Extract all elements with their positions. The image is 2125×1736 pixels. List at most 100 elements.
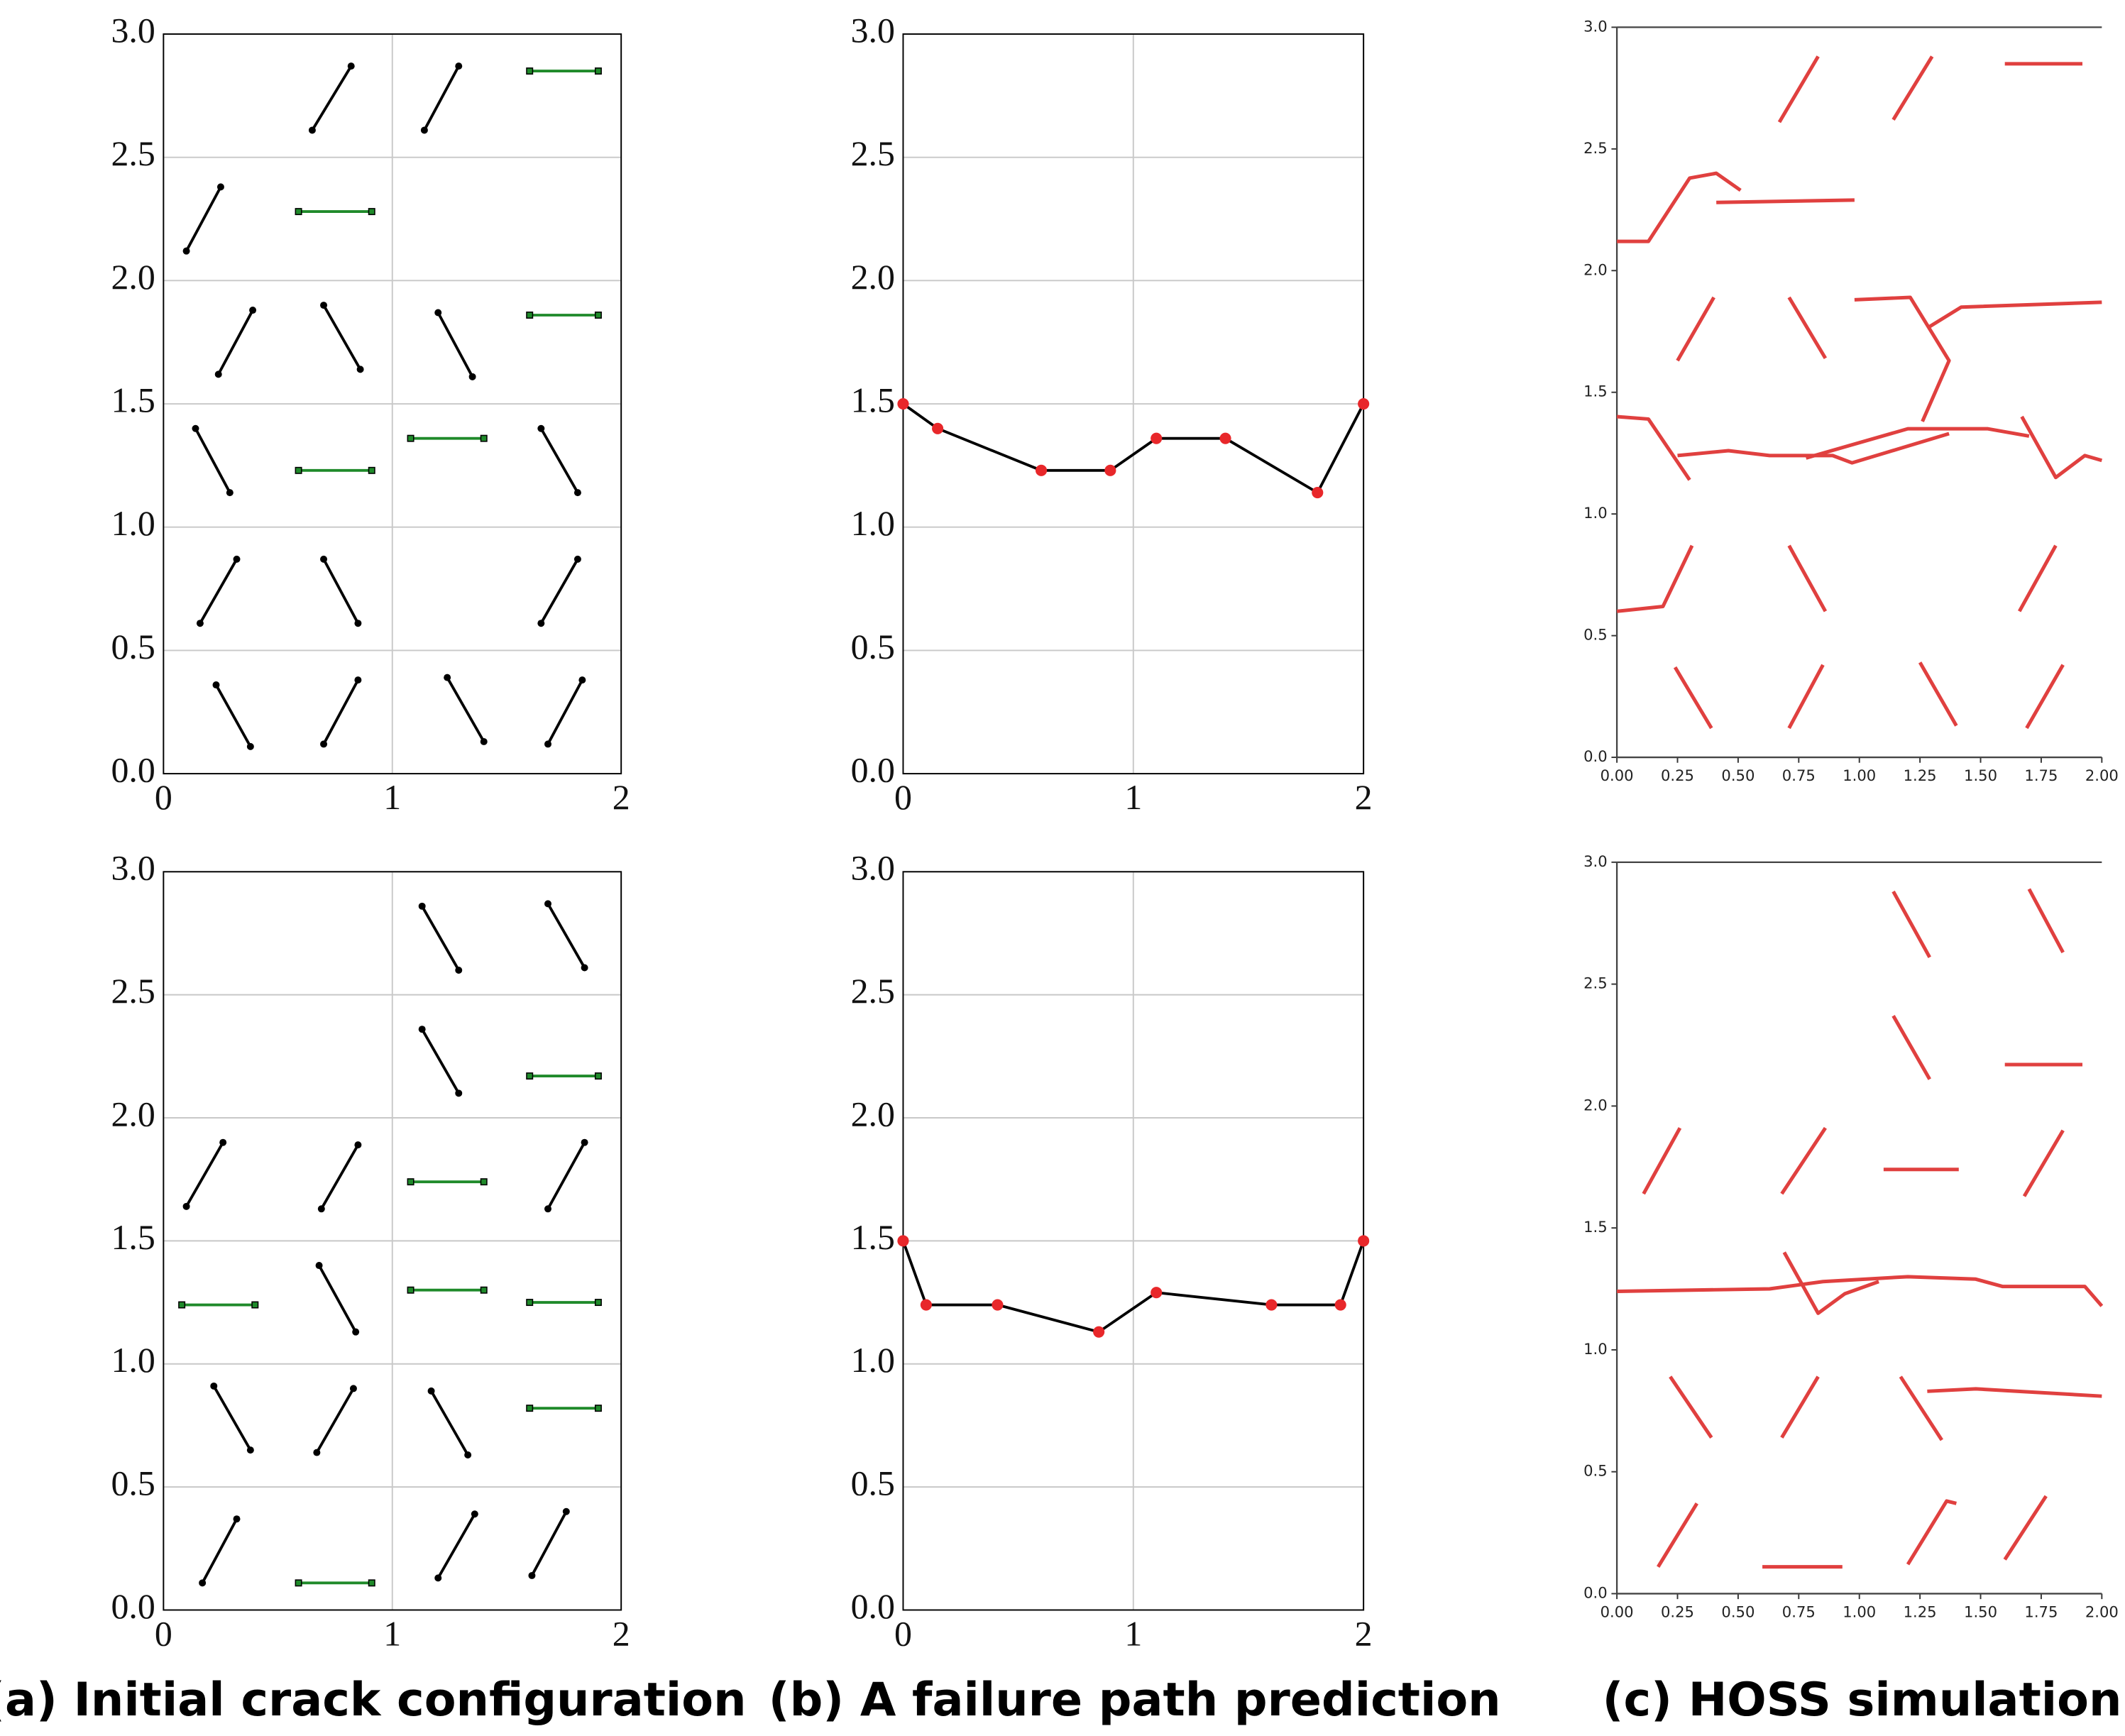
line (217, 309, 254, 375)
marker (368, 466, 375, 474)
marker (581, 964, 588, 972)
marker (932, 422, 944, 434)
y-tick-label: 2.5 (1583, 139, 1608, 157)
y-tick-label: 2.0 (1583, 1096, 1608, 1114)
marker (573, 489, 581, 497)
x-tick-label: 2 (1355, 1614, 1373, 1653)
caption: (a) Initial crack configuration (0, 1673, 747, 1727)
marker (427, 1387, 435, 1395)
crack-trace (2022, 1129, 2065, 1197)
marker (480, 1286, 488, 1294)
x-tick-label: 1 (383, 1614, 401, 1653)
x-tick-label: 0.75 (1782, 767, 1816, 784)
crack-trace (1928, 300, 2102, 329)
y-tick-label: 3.0 (851, 11, 895, 50)
y-tick-label: 0.0 (111, 751, 155, 790)
y-tick-label: 0.5 (1583, 1462, 1608, 1480)
crack-trace (1906, 1499, 1957, 1566)
y-tick-label: 1.5 (111, 1218, 155, 1257)
x-tick-label: 2 (613, 1614, 630, 1653)
marker (434, 1574, 442, 1582)
line (902, 402, 1365, 495)
marker (182, 247, 190, 255)
marker (251, 1301, 259, 1309)
y-tick-label: 0.0 (1583, 1583, 1608, 1601)
x-tick-label: 0 (155, 778, 172, 817)
y-tick-label: 1.5 (111, 380, 155, 419)
line (322, 679, 360, 745)
crack-trace (1616, 544, 1694, 613)
marker (526, 67, 534, 75)
marker (455, 1089, 463, 1097)
line (185, 1141, 224, 1207)
y-tick-label: 1.5 (851, 380, 895, 419)
x-tick-label: 0.25 (1661, 1603, 1694, 1620)
crack-trace (2003, 1495, 2048, 1561)
y-tick-label: 1.0 (851, 1341, 895, 1380)
marker (471, 1510, 478, 1518)
y-tick-label: 1.0 (111, 1341, 155, 1380)
y-tick-label: 2.0 (851, 258, 895, 297)
crack-trace (1927, 1387, 2102, 1398)
marker (1265, 1299, 1278, 1311)
y-tick-label: 0.5 (851, 627, 895, 666)
marker (897, 1235, 909, 1247)
line (201, 1518, 238, 1584)
caption: (b) A failure path prediction (769, 1673, 1501, 1727)
marker (320, 740, 328, 748)
marker (315, 1262, 323, 1270)
marker (468, 373, 476, 380)
y-tick-label: 2.0 (851, 1094, 895, 1133)
marker (233, 555, 241, 563)
marker (594, 1405, 602, 1412)
marker (594, 311, 602, 319)
marker (216, 183, 224, 191)
marker (544, 1205, 551, 1213)
line (320, 1144, 360, 1210)
y-tick-label: 1.5 (1583, 383, 1608, 400)
marker (317, 1205, 325, 1213)
line (436, 1513, 476, 1579)
marker (464, 1451, 472, 1459)
crack-trace (1780, 1126, 1827, 1195)
marker (199, 1579, 207, 1587)
line (214, 684, 252, 747)
marker (1358, 397, 1370, 410)
x-tick-label: 1.50 (1964, 767, 1997, 784)
marker (992, 1299, 1004, 1311)
marker (407, 434, 414, 442)
crack-trace (1782, 1251, 1879, 1315)
marker (214, 370, 222, 378)
x-tick-label: 2 (1355, 778, 1373, 817)
crack-trace (1677, 432, 1950, 465)
y-tick-label: 3.0 (111, 11, 155, 50)
line (212, 1385, 252, 1451)
marker (352, 1328, 360, 1336)
y-tick-label: 3.0 (1583, 852, 1608, 870)
crack-trace (2020, 415, 2103, 480)
y-tick-label: 3.0 (851, 849, 895, 888)
y-tick-label: 0.5 (851, 1464, 895, 1503)
crack-trace (1676, 296, 1715, 362)
axis-frame (163, 871, 622, 1611)
line (429, 1390, 469, 1456)
marker (480, 1178, 488, 1186)
marker (233, 1515, 241, 1523)
marker (526, 1072, 534, 1080)
marker (354, 676, 362, 684)
crack-trace (1787, 296, 1828, 360)
y-tick-label: 2.0 (111, 1094, 155, 1133)
crack-trace (1669, 1375, 1713, 1439)
x-tick-label: 2 (613, 778, 630, 817)
marker (320, 302, 328, 309)
x-tick-label: 0 (894, 1614, 912, 1653)
marker (528, 1571, 536, 1579)
crack-trace (1716, 198, 1855, 204)
marker (537, 424, 545, 432)
crack-trace (2018, 544, 2058, 612)
marker (526, 1299, 534, 1307)
marker (1312, 487, 1324, 499)
crack-trace (1617, 171, 1742, 243)
marker (594, 1299, 602, 1307)
x-tick-label: 1.75 (2024, 1603, 2058, 1620)
